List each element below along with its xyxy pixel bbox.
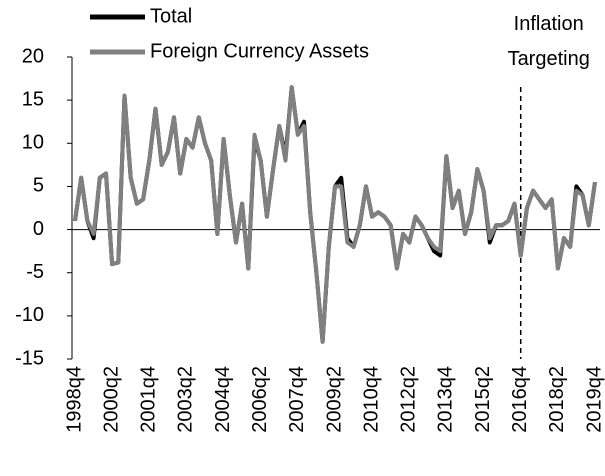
annotation-text: Inflation Targeting: [508, 13, 590, 70]
x-tick-label: 2010q4: [360, 366, 382, 433]
x-tick-label: 2013q4: [435, 366, 457, 433]
x-tick-label: 2000q2: [100, 366, 122, 433]
y-tick-label: -15: [15, 347, 44, 369]
y-tick-label: -10: [15, 304, 44, 326]
legend-label: Total: [150, 5, 192, 27]
x-tick-label: 2004q4: [212, 366, 234, 433]
x-tick-label: 2012q2: [398, 366, 420, 433]
x-tick-label: 2009q2: [323, 366, 345, 433]
legend-label: Foreign Currency Assets: [150, 40, 369, 62]
y-tick-label: 20: [22, 45, 44, 67]
x-tick-label: 2016q4: [509, 366, 531, 433]
x-tick-label: 2003q2: [175, 366, 197, 433]
y-tick-label: -5: [26, 261, 44, 283]
y-tick-label: 0: [33, 218, 44, 240]
x-tick-label: 2006q2: [249, 366, 271, 433]
y-tick-label: 5: [33, 175, 44, 197]
y-tick-label: 15: [22, 88, 44, 110]
x-tick-label: 2019q4: [583, 366, 605, 433]
x-tick-label: 2001q4: [138, 366, 160, 433]
x-tick-label: 2018q2: [546, 366, 568, 433]
line-series: [73, 85, 597, 344]
x-tick-label: 2015q2: [472, 366, 494, 433]
y-tick-label: 10: [22, 132, 44, 154]
x-tick-label: 2007q4: [286, 366, 308, 433]
x-tick-label: 1998q4: [63, 366, 85, 433]
